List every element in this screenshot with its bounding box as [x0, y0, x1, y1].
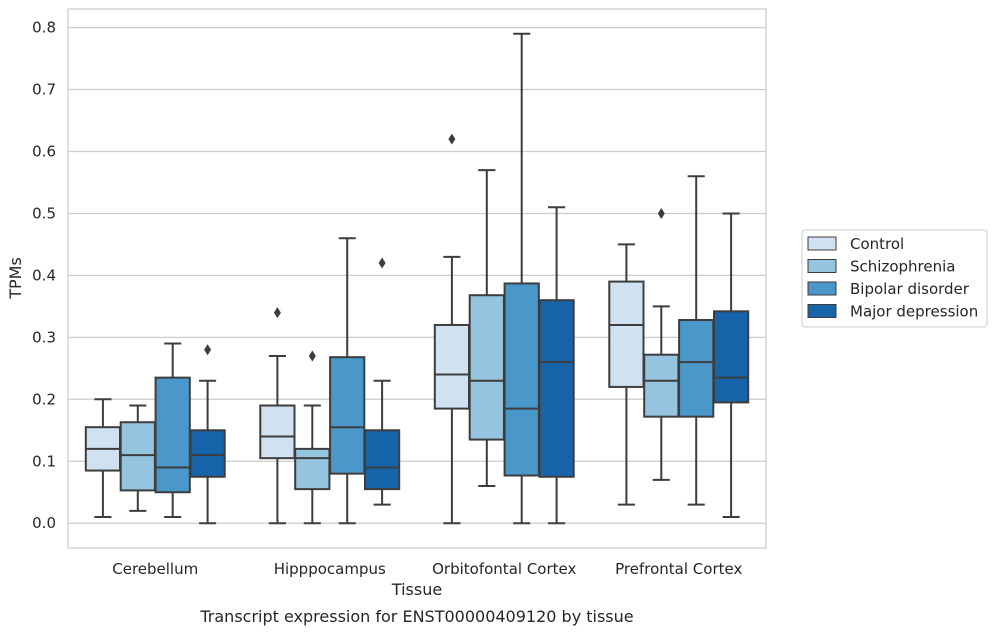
- y-tick-label: 0.5: [32, 204, 56, 222]
- y-tick-label: 0.6: [32, 142, 56, 160]
- y-axis-label: TPMs: [6, 257, 25, 300]
- x-tick-label: Cerebellum: [112, 560, 198, 578]
- y-tick-label: 0.4: [32, 266, 56, 284]
- y-tick-label: 0.0: [32, 514, 56, 532]
- box: [433, 323, 471, 410]
- box: [538, 299, 575, 478]
- box-group: [84, 398, 122, 519]
- box: [189, 429, 226, 478]
- box: [503, 282, 540, 477]
- legend: Control Schizophrenia Bipolar disorder Majo…: [801, 229, 988, 328]
- y-tick-label: 0.2: [32, 390, 56, 408]
- legend-label: Control: [850, 235, 904, 253]
- box: [259, 404, 296, 460]
- legend-swatch: [807, 304, 837, 318]
- y-tick-label: 0.1: [32, 452, 56, 470]
- legend-frame: [801, 229, 988, 328]
- box-group: [154, 342, 191, 519]
- y-tick-label: 0.7: [32, 81, 56, 99]
- box-group: [608, 243, 645, 506]
- box: [363, 429, 401, 491]
- chart-caption: Transcript expression for ENST0000040912…: [199, 607, 633, 626]
- x-tick-label: Orbitofontal Cortex: [432, 560, 576, 578]
- box-group: [712, 212, 750, 519]
- legend-swatch: [807, 281, 837, 296]
- box: [678, 319, 715, 418]
- box-group: [678, 175, 715, 506]
- box: [643, 353, 680, 418]
- x-axis-ticks: Cerebellum Hipppocampus Orbitofontal Corte…: [112, 560, 742, 578]
- box-group: [189, 344, 226, 525]
- box: [154, 376, 191, 494]
- box-group: [468, 169, 505, 488]
- box: [329, 356, 366, 475]
- box: [712, 310, 750, 404]
- outlier-point: [308, 350, 316, 362]
- box-group: [294, 350, 331, 525]
- box-group: [119, 404, 156, 512]
- legend-label: Major depression: [850, 303, 978, 321]
- outlier-point: [448, 133, 456, 145]
- box-group: [329, 237, 366, 525]
- outlier-point: [204, 344, 212, 356]
- x-tick-label: Prefrontal Cortex: [615, 560, 742, 578]
- box: [294, 447, 331, 491]
- legend-swatch: [807, 259, 837, 273]
- y-axis-ticks: 0.0 0.1 0.2 0.3 0.4 0.5 0.6 0.7 0.8: [32, 19, 56, 533]
- outlier-point: [378, 257, 386, 269]
- legend-label: Schizophrenia: [850, 258, 955, 276]
- box-group: [363, 257, 401, 506]
- legend-swatch: [807, 236, 837, 251]
- box-group: [259, 307, 296, 525]
- y-tick-label: 0.8: [32, 19, 56, 37]
- outlier-point: [273, 307, 281, 319]
- x-axis-label: Tissue: [391, 580, 442, 599]
- box-group: [643, 207, 680, 481]
- box: [119, 421, 156, 492]
- box: [608, 280, 645, 388]
- legend-label: Bipolar disorder: [850, 280, 970, 298]
- outlier-point: [657, 207, 665, 219]
- box-group: [433, 133, 471, 525]
- box-group: [503, 32, 540, 525]
- y-tick-label: 0.3: [32, 328, 56, 346]
- boxes: [84, 32, 750, 525]
- x-tick-label: Hipppocampus: [274, 560, 386, 578]
- box-group: [538, 206, 575, 525]
- plot-frame: [67, 8, 767, 549]
- box: [468, 294, 505, 441]
